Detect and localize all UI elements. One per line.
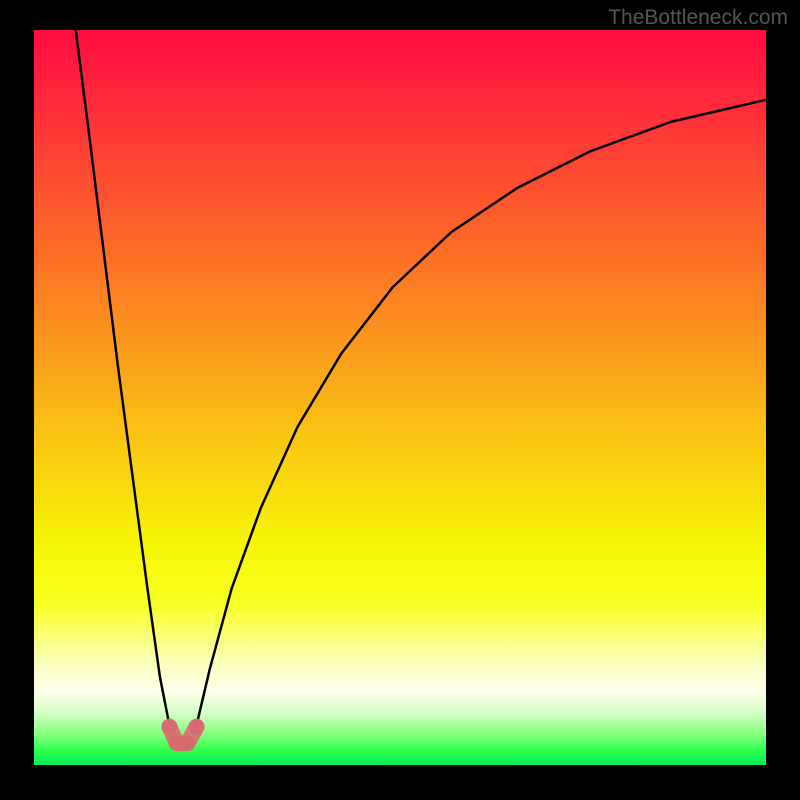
plot-svg — [34, 30, 766, 765]
plot-area — [34, 30, 766, 765]
chart-container: TheBottleneck.com — [0, 0, 800, 800]
watermark-text: TheBottleneck.com — [608, 6, 788, 30]
